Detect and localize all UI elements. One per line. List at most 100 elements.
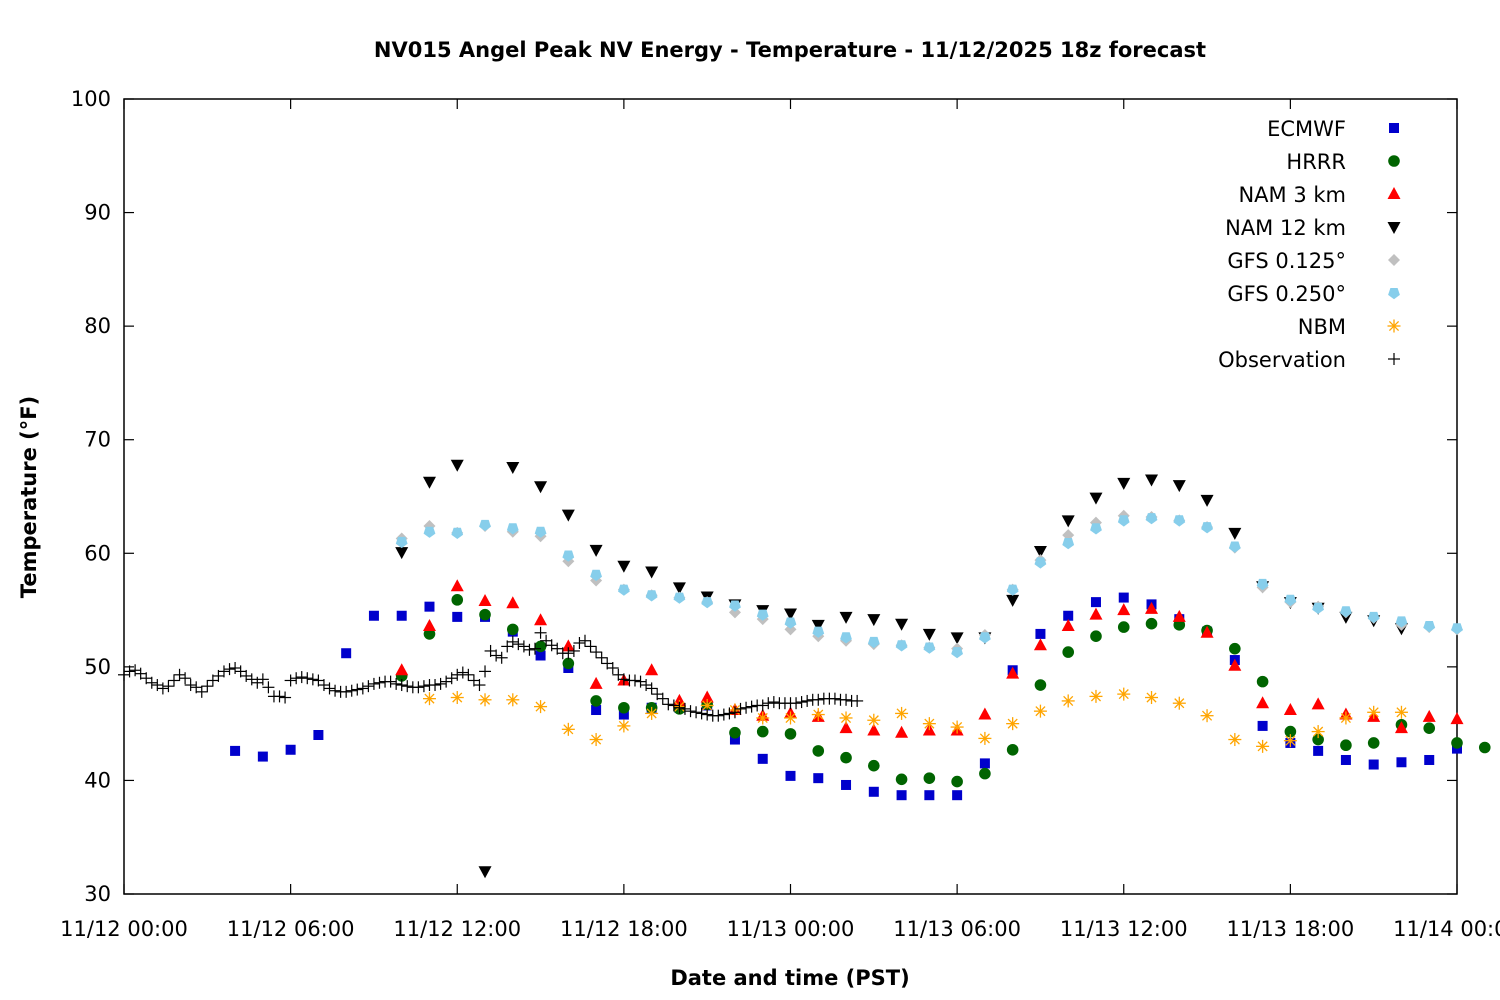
data-point [717, 708, 730, 721]
data-point [195, 685, 208, 698]
x-tick-label: 11/12 12:00 [393, 917, 521, 941]
data-point [506, 635, 519, 648]
data-point [562, 550, 575, 562]
data-point [851, 694, 864, 707]
data-point [868, 786, 879, 797]
data-point [479, 665, 492, 678]
data-point [534, 626, 547, 639]
data-point [451, 668, 464, 681]
data-point [256, 673, 269, 686]
data-point [1117, 621, 1130, 633]
legend-label: Observation [1218, 348, 1346, 372]
data-point [534, 613, 548, 626]
data-point [450, 691, 464, 705]
data-point [395, 547, 409, 560]
data-point [1256, 578, 1269, 591]
data-point [723, 707, 736, 720]
data-point [590, 646, 603, 659]
data-point [284, 674, 297, 687]
data-point [217, 665, 230, 678]
x-tick-label: 11/13 18:00 [1227, 917, 1355, 941]
data-point [362, 680, 375, 693]
data-point [923, 772, 936, 784]
data-point [450, 579, 464, 592]
data-point [979, 632, 991, 644]
data-point [462, 668, 475, 681]
data-point [162, 680, 175, 693]
data-point [1423, 722, 1436, 734]
data-point [1006, 717, 1020, 731]
data-point [257, 751, 268, 762]
data-point [767, 696, 780, 709]
data-point [979, 767, 991, 780]
data-point [812, 626, 825, 638]
data-point [517, 640, 530, 653]
data-point [1201, 522, 1213, 534]
data-point [729, 600, 741, 612]
data-point [740, 701, 753, 714]
data-point [589, 733, 603, 747]
data-point [895, 773, 908, 786]
data-point [523, 643, 536, 656]
data-point [868, 759, 880, 772]
data-point [422, 618, 436, 631]
legend-marker [1387, 187, 1401, 199]
data-point [684, 705, 697, 718]
data-point [784, 728, 797, 740]
data-point [506, 523, 519, 535]
legend-label: HRRR [1286, 150, 1346, 174]
data-point [1062, 538, 1075, 550]
data-point [1339, 711, 1353, 725]
data-point [1090, 523, 1102, 535]
data-point [313, 730, 324, 740]
data-point [1089, 492, 1103, 505]
data-point [1312, 733, 1324, 746]
series-nbm [422, 687, 1408, 753]
data-point [895, 640, 908, 652]
data-point [179, 672, 192, 685]
data-point [478, 693, 492, 707]
data-point [1035, 628, 1046, 639]
data-point [867, 614, 881, 627]
data-point [812, 693, 825, 706]
data-point [1061, 618, 1075, 631]
data-point [151, 679, 164, 692]
legend-item: ECMWF [1267, 117, 1399, 141]
data-point [329, 684, 342, 697]
data-point [1145, 474, 1159, 487]
data-point [285, 744, 296, 755]
data-point [1061, 515, 1075, 528]
data-point [978, 731, 992, 745]
data-point [1117, 515, 1130, 527]
data-point [562, 647, 575, 660]
data-point [245, 673, 258, 686]
data-point [422, 476, 436, 489]
legend-item: NAM 12 km [1225, 216, 1401, 240]
series-hrrr [395, 594, 1491, 788]
data-point [678, 702, 691, 715]
data-point [1089, 607, 1103, 620]
data-point [951, 775, 963, 788]
data-point [867, 636, 880, 649]
data-point [1145, 601, 1159, 614]
data-point [279, 691, 292, 704]
data-point [390, 677, 403, 690]
data-point [1200, 625, 1214, 638]
data-point [301, 672, 314, 685]
legend-item: GFS 0.250° [1227, 282, 1400, 306]
data-point [1033, 638, 1047, 651]
legend-item: NAM 3 km [1238, 183, 1401, 207]
data-point [490, 649, 503, 662]
data-point [424, 601, 435, 612]
data-point [423, 628, 436, 640]
data-point [1312, 602, 1324, 614]
data-point [950, 720, 964, 734]
data-point [1478, 741, 1491, 754]
data-point [429, 679, 442, 692]
data-point [534, 526, 547, 538]
data-point [495, 651, 508, 664]
data-point [512, 638, 525, 651]
y-tick-label: 80 [84, 314, 111, 338]
data-point [506, 693, 520, 707]
data-point [756, 609, 769, 621]
